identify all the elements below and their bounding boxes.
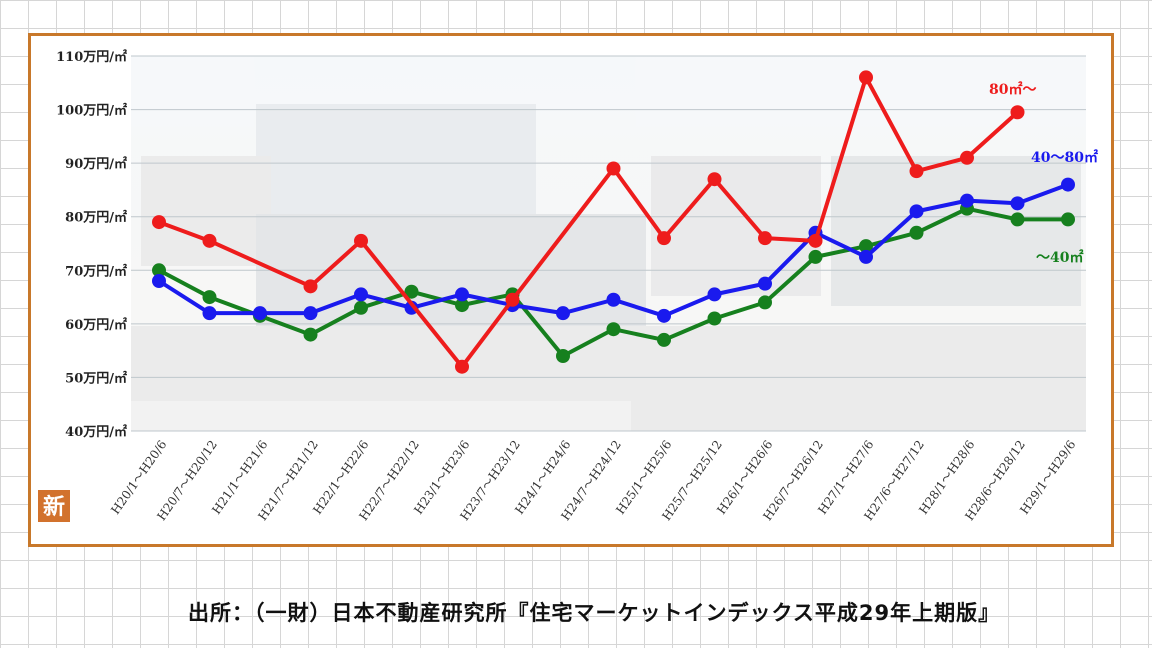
data-point xyxy=(354,287,368,302)
data-point xyxy=(303,306,318,321)
y-tick-label: 60万円/㎡ xyxy=(65,317,127,333)
data-point xyxy=(657,308,671,323)
data-point xyxy=(909,225,924,240)
data-point xyxy=(455,359,469,374)
data-point xyxy=(758,231,772,246)
data-point xyxy=(707,287,722,302)
series-layer xyxy=(152,70,1075,374)
data-point xyxy=(253,306,267,321)
data-point xyxy=(303,279,318,294)
data-point xyxy=(152,274,166,288)
data-point xyxy=(859,70,873,85)
data-point xyxy=(1010,105,1025,120)
y-tick-label: 100万円/㎡ xyxy=(56,103,127,119)
data-point xyxy=(354,233,368,248)
data-point xyxy=(859,239,873,254)
data-point xyxy=(909,164,924,179)
data-point xyxy=(354,300,368,315)
y-tick-label: 90万円/㎡ xyxy=(65,156,127,172)
data-point xyxy=(859,249,873,264)
series-0 xyxy=(152,70,1025,374)
y-tick-label: 70万円/㎡ xyxy=(65,263,127,279)
data-point xyxy=(202,233,217,248)
series-labels: 80㎡～ 40～80㎡ ～40㎡ xyxy=(989,81,1098,266)
data-point xyxy=(960,193,974,208)
data-point xyxy=(960,150,974,165)
data-point xyxy=(606,292,621,307)
series-label: 40～80㎡ xyxy=(1031,149,1098,166)
data-point xyxy=(556,306,570,321)
new-badge: 新 xyxy=(38,490,70,522)
data-point xyxy=(707,311,722,326)
background-photo xyxy=(131,56,1086,431)
data-point xyxy=(404,284,419,299)
x-tick-label: H29/1～H29/6 xyxy=(1017,438,1078,517)
data-point xyxy=(1061,177,1075,192)
series-label: ～40㎡ xyxy=(1036,249,1083,266)
chart-frame: 40万円/㎡ 50万円/㎡ 60万円/㎡ 70万円/㎡ 80万円/㎡ 90万円/㎡ 100万… xyxy=(28,33,1114,547)
data-point xyxy=(606,161,621,176)
data-point xyxy=(606,322,621,337)
data-point xyxy=(758,276,772,291)
data-point xyxy=(152,215,166,230)
data-point xyxy=(808,233,823,248)
data-point xyxy=(707,172,722,187)
data-point xyxy=(202,290,217,305)
y-tick-label: 50万円/㎡ xyxy=(65,370,127,386)
data-point xyxy=(455,287,469,302)
data-point xyxy=(455,298,469,313)
data-point xyxy=(202,306,217,321)
y-tick-label: 40万円/㎡ xyxy=(65,424,127,440)
line-chart: 40万円/㎡ 50万円/㎡ 60万円/㎡ 70万円/㎡ 80万円/㎡ 90万円/㎡ 100万… xyxy=(38,49,1098,523)
data-point xyxy=(758,295,772,310)
y-tick-label: 80万円/㎡ xyxy=(65,210,127,226)
data-point xyxy=(1061,212,1075,227)
data-point xyxy=(556,349,570,363)
gridlines xyxy=(131,55,1086,432)
data-point xyxy=(152,263,166,278)
series-label: 80㎡～ xyxy=(989,81,1036,98)
data-point xyxy=(909,204,924,219)
data-point xyxy=(1010,196,1025,211)
series-2 xyxy=(152,201,1075,363)
data-point xyxy=(657,332,671,347)
data-point xyxy=(1010,212,1025,227)
data-point xyxy=(303,327,318,342)
y-tick-label: 110万円/㎡ xyxy=(56,49,127,65)
new-badge-text: 新 xyxy=(43,494,65,520)
source-note: 出所：（一財）日本不動産研究所『住宅マーケットインデックス平成29年上期版』 xyxy=(188,601,1001,625)
data-point xyxy=(505,292,520,307)
x-axis: H20/1～H20/6H20/7～H20/12H21/1～H21/6H21/7～… xyxy=(108,438,1078,523)
y-axis: 40万円/㎡ 50万円/㎡ 60万円/㎡ 70万円/㎡ 80万円/㎡ 90万円/㎡ 100万… xyxy=(56,49,127,440)
data-point xyxy=(657,231,671,246)
data-point xyxy=(808,249,823,264)
